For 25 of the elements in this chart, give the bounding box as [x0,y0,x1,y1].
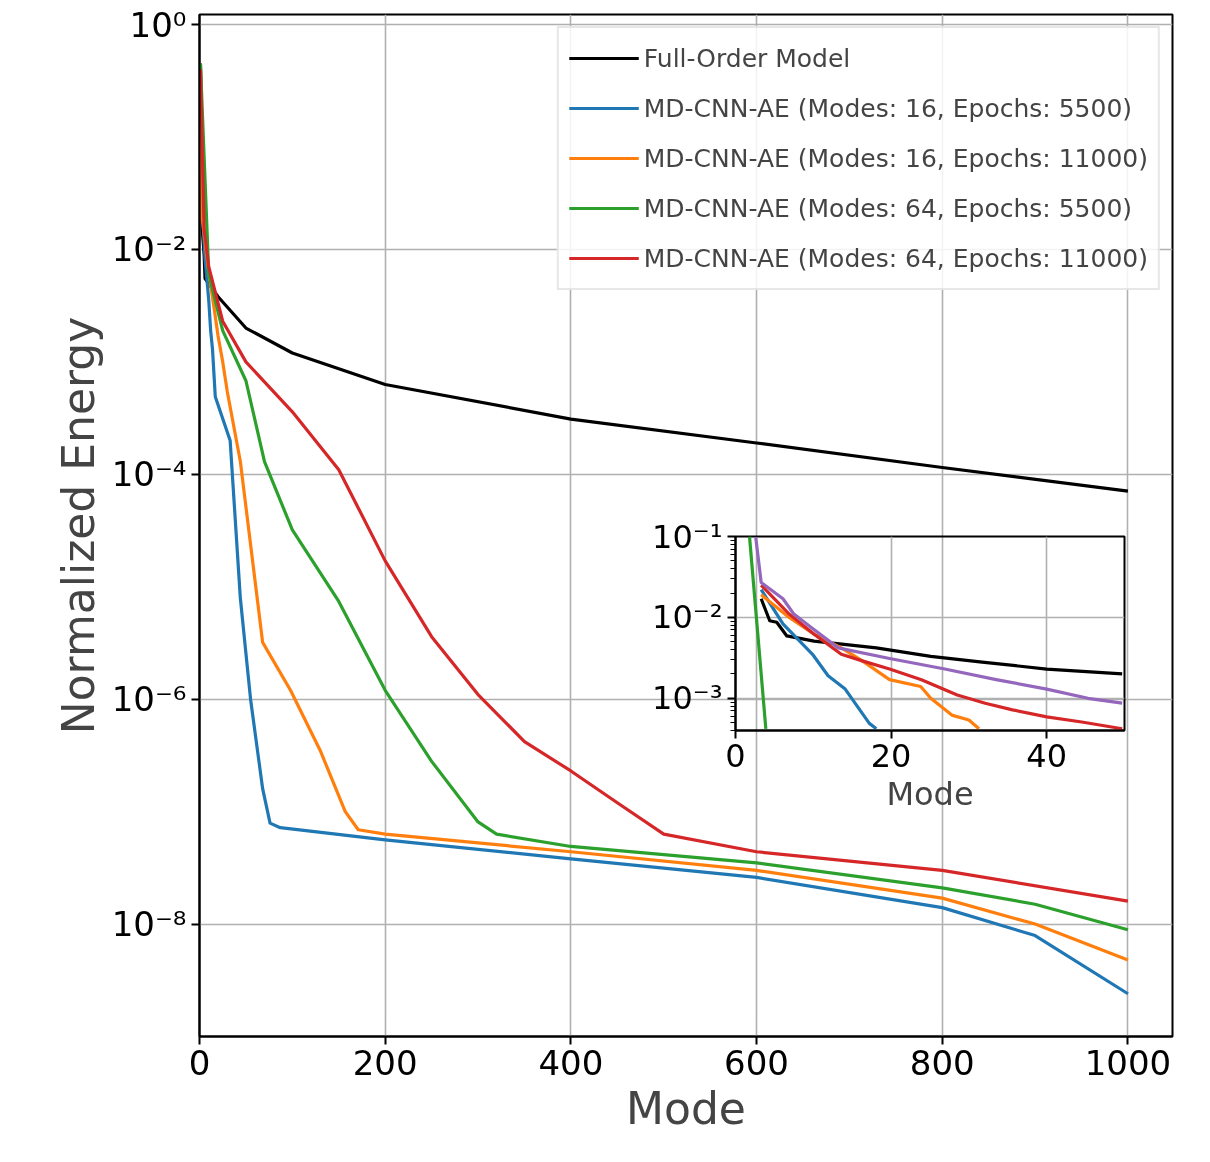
x-tick-label: 0 [725,736,746,775]
x-tick-label: 800 [909,1042,975,1083]
y-tick-label: 10⁻⁶ [111,679,187,720]
x-tick-label: 0 [188,1042,211,1083]
x-tick-label: 200 [352,1042,418,1083]
legend-label: MD-CNN-AE (Modes: 16, Epochs: 11000) [643,142,1148,175]
y-tick-label: 10⁻³ [652,679,723,718]
x-tick-label: 1000 [1084,1042,1172,1083]
y-tick-label: 10⁻² [111,229,187,270]
x-tick-label: 400 [538,1042,604,1083]
y-tick-label: 10⁰ [129,4,187,45]
y-tick-label: 10⁻⁴ [111,454,187,495]
x-axis-title: Mode [886,774,974,813]
x-tick-label: 20 [870,736,912,775]
legend-label: MD-CNN-AE (Modes: 16, Epochs: 5500) [643,92,1133,125]
x-axis-title: Mode [626,1082,746,1134]
x-tick-label: 40 [1026,736,1068,775]
y-tick-label: 10⁻¹ [652,517,723,556]
y-axis-title: Normalized Energy [52,316,104,735]
legend-label: MD-CNN-AE (Modes: 64, Epochs: 5500) [643,192,1133,225]
y-tick-label: 10⁻² [652,598,723,637]
x-tick-label: 600 [724,1042,790,1083]
legend-label: Full-Order Model [643,42,851,75]
legend-label: MD-CNN-AE (Modes: 64, Epochs: 11000) [643,242,1148,275]
y-tick-label: 10⁻⁸ [111,904,187,945]
